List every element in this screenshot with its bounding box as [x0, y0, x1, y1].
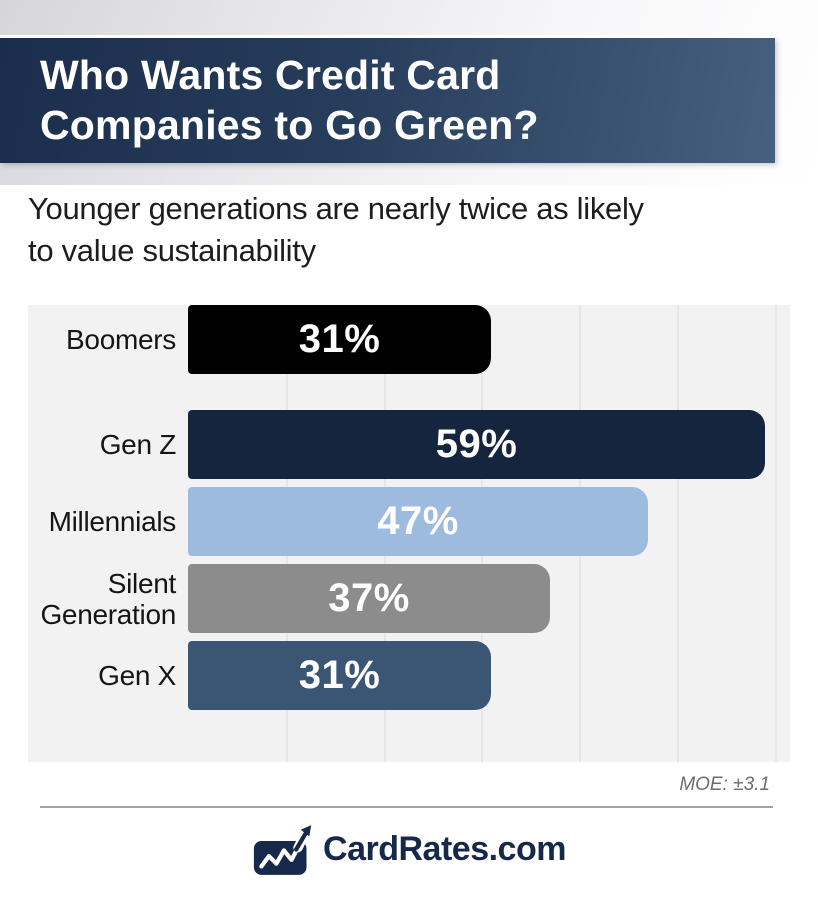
bar: 59% — [188, 410, 765, 479]
bar-label: Boomers — [66, 324, 176, 355]
subtitle: Younger generations are nearly twice as … — [28, 188, 790, 272]
rising-chart-card-icon — [253, 825, 312, 875]
bar-value: 47% — [377, 499, 459, 543]
bar-label: Gen Z — [99, 429, 177, 460]
title-banner: Who Wants Credit Card Companies to Go Gr… — [0, 38, 775, 163]
footer-divider — [40, 806, 773, 808]
bar-row: Millennials 47% — [28, 487, 790, 556]
subtitle-line-2: to value sustainability — [28, 233, 316, 268]
gridline — [774, 305, 777, 762]
bar-row: Boomers 31% — [28, 305, 790, 374]
bar: 31% — [188, 305, 491, 374]
page-title-line-1: Who Wants Credit Card — [40, 52, 501, 98]
bar-value: 37% — [328, 576, 410, 620]
bar: 37% — [188, 564, 550, 633]
brand-logo: CardRates.com — [0, 812, 818, 887]
bar-row: Silent Generation 37% — [28, 564, 790, 633]
bar-label: Gen X — [98, 660, 176, 691]
bar-label: Silent Generation — [40, 567, 176, 630]
bar: 47% — [188, 487, 648, 556]
bar-value: 59% — [435, 422, 518, 466]
bar-row: Gen X 31% — [28, 641, 790, 710]
page-title-line-2: Companies to Go Green? — [40, 102, 539, 148]
bar-row: Gen Z 59% — [28, 410, 790, 479]
bar-value: 31% — [298, 653, 381, 697]
chart-panel: Gen Z 59% Millennials 47% Silent Generat… — [28, 305, 790, 762]
moe-note: MOE: ±3.1 — [679, 774, 770, 795]
bar-label: Millennials — [48, 506, 177, 537]
bar: 31% — [188, 641, 491, 710]
logo-text: CardRates.com — [323, 830, 566, 868]
gridline — [677, 305, 679, 762]
bar-value: 31% — [298, 317, 381, 361]
subtitle-line-1: Younger generations are nearly twice as … — [28, 191, 644, 226]
